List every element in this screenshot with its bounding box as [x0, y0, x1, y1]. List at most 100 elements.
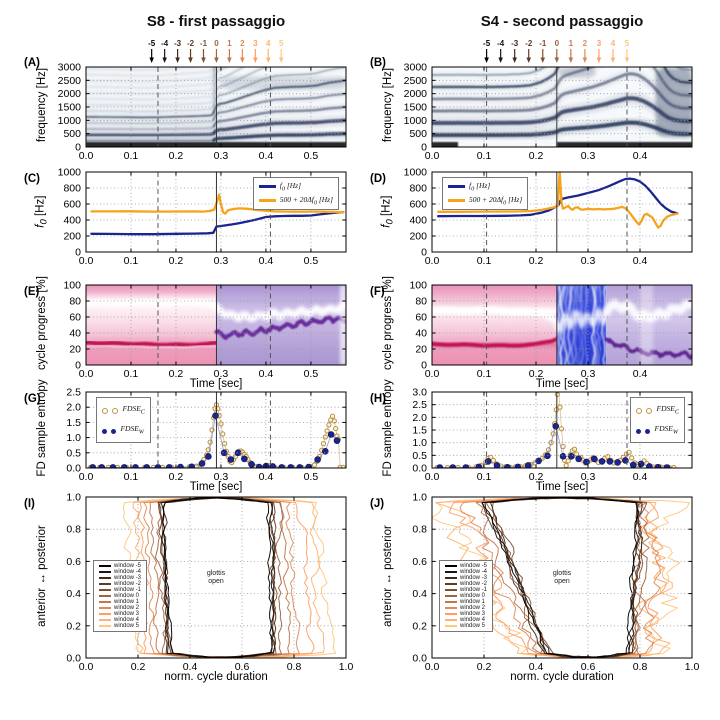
svg-text:1.0: 1.0	[66, 432, 81, 444]
filled-circle-marker	[636, 429, 642, 434]
svg-text:1.0: 1.0	[66, 492, 81, 504]
xlabel-F: Time [sec]	[535, 378, 589, 390]
legend-label: window 0	[460, 593, 486, 599]
legend-line-swatch	[445, 607, 457, 609]
annotation-I: glottis open	[206, 569, 226, 585]
svg-text:500: 500	[63, 128, 81, 140]
svg-text:200: 200	[63, 231, 81, 243]
panel-G: 0.0 0.1 0.2 0.3 0.4 0.5 0.0 0.5 1.0 1.5 2.0 2.5	[66, 387, 347, 483]
svg-text:800: 800	[409, 183, 427, 195]
svg-text:0.0: 0.0	[66, 463, 81, 475]
svg-text:0.6: 0.6	[581, 661, 596, 673]
svg-text:0.1: 0.1	[124, 150, 139, 162]
xlabel-J: norm. cycle duration	[510, 671, 614, 683]
svg-text:2.0: 2.0	[66, 402, 81, 414]
svg-text:0.3: 0.3	[214, 368, 229, 380]
svg-text:0.0: 0.0	[412, 463, 427, 475]
window-number-label: -5	[483, 39, 491, 48]
filled-circle-marker	[645, 429, 651, 434]
svg-text:60: 60	[415, 312, 427, 324]
legend-item: window 1	[445, 599, 487, 605]
window-arrowhead-icon	[162, 57, 167, 63]
svg-text:1000: 1000	[58, 167, 82, 179]
svg-text:1.0: 1.0	[685, 661, 700, 673]
legend-line-swatch	[99, 625, 111, 627]
svg-text:0.0: 0.0	[79, 150, 94, 162]
window-arrowhead-icon	[175, 57, 180, 63]
legend-label: window -5	[114, 563, 142, 569]
panel-D: 0.0 0.1 0.2 0.3 0.4 0 200 400 600 800 1000	[404, 167, 693, 267]
legend-line-swatch	[445, 571, 457, 573]
svg-text:60: 60	[69, 312, 81, 324]
legend-item: window -4	[445, 569, 487, 575]
svg-text:100: 100	[409, 280, 427, 292]
svg-text:0: 0	[421, 142, 427, 154]
legend-item: 500 + 20Δf0 [Hz]	[258, 194, 333, 208]
legend-line-swatch	[445, 595, 457, 597]
svg-text:0.4: 0.4	[183, 661, 198, 673]
svg-text:0.1: 0.1	[124, 471, 139, 483]
legend-label: f0 [Hz]	[469, 181, 491, 193]
legend-line-swatch	[445, 613, 457, 615]
window-number-label: -4	[161, 39, 169, 48]
legend-item: FDSEC	[102, 400, 145, 420]
legend-line-swatch	[445, 577, 457, 579]
legend-item: FDSEC	[636, 400, 679, 420]
svg-text:0: 0	[421, 247, 427, 259]
svg-text:400: 400	[409, 215, 427, 227]
panel-letter-E: (E)	[24, 286, 40, 298]
svg-text:0.0: 0.0	[412, 653, 427, 665]
legend-item: f0 [Hz]	[448, 180, 522, 194]
ylabel-J: anterior ↔ posterior	[382, 524, 394, 627]
legend-line-swatch	[448, 198, 465, 202]
svg-text:0.0: 0.0	[79, 255, 94, 267]
legend-line-swatch	[445, 565, 457, 567]
legend-label: window 1	[114, 599, 140, 605]
legend-item: window 3	[99, 611, 141, 617]
legend-item: window 5	[99, 623, 141, 629]
legend-item: window -5	[445, 563, 487, 569]
figure-title-left: S8 - first passaggio	[146, 13, 286, 30]
legend-H: FDSEC FDSEW	[630, 397, 685, 443]
window-arrowhead-icon	[240, 57, 245, 63]
legend-item: FDSEW	[636, 420, 679, 440]
ylabel-G: FD sample entropy	[36, 379, 48, 477]
svg-text:0.2: 0.2	[169, 255, 184, 267]
legend-item: FDSEW	[102, 420, 145, 440]
svg-text:400: 400	[63, 215, 81, 227]
window-number-label: 1	[227, 39, 232, 48]
svg-text:0.1: 0.1	[124, 368, 139, 380]
svg-text:0.2: 0.2	[169, 471, 184, 483]
legend-line-swatch	[445, 601, 457, 603]
legend-label: window 2	[114, 605, 140, 611]
legend-label: window 3	[114, 611, 140, 617]
svg-text:2500: 2500	[58, 75, 82, 87]
svg-text:20: 20	[69, 344, 81, 356]
window-number-label: 2	[240, 39, 245, 48]
svg-text:0.4: 0.4	[633, 150, 648, 162]
svg-text:0.4: 0.4	[633, 368, 648, 380]
legend-label: FDSEW	[120, 424, 145, 436]
svg-text:0.0: 0.0	[425, 255, 440, 267]
svg-text:3000: 3000	[58, 62, 82, 74]
window-arrowhead-icon	[610, 57, 616, 63]
svg-text:0.1: 0.1	[124, 255, 139, 267]
svg-text:0.0: 0.0	[425, 150, 440, 162]
legend-label: window -2	[114, 581, 142, 587]
svg-text:0.3: 0.3	[581, 368, 596, 380]
svg-text:0.4: 0.4	[259, 150, 274, 162]
legend-line-swatch	[99, 607, 111, 609]
legend-item: window 0	[445, 593, 487, 599]
panel-letter-G: (G)	[24, 393, 41, 405]
legend-label: window -4	[114, 569, 142, 575]
svg-text:0.4: 0.4	[259, 471, 274, 483]
svg-text:200: 200	[409, 231, 427, 243]
svg-text:0.8: 0.8	[287, 661, 302, 673]
legend-label: window -3	[114, 575, 142, 581]
svg-text:0.5: 0.5	[304, 150, 319, 162]
xlabel-I: norm. cycle duration	[164, 671, 268, 683]
legend-item: f0 [Hz]	[258, 180, 333, 194]
svg-text:0.0: 0.0	[79, 368, 94, 380]
